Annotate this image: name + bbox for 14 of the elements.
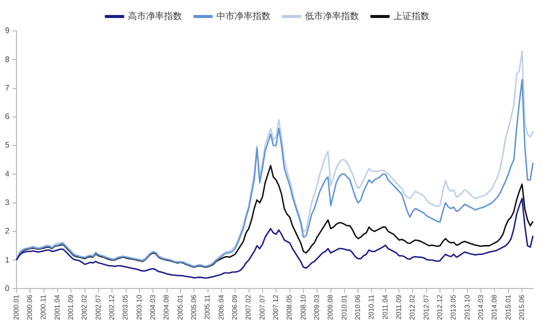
- legend-label: 上证指数: [394, 10, 430, 22]
- legend-label: 低市净率指数: [305, 10, 359, 22]
- y-tick-label: 8: [4, 54, 10, 64]
- y-tick-label: 1: [4, 255, 10, 264]
- y-tick-label: 9: [4, 26, 10, 36]
- legend-label: 中市净率指数: [216, 10, 270, 22]
- y-tick-label: 6: [4, 112, 10, 122]
- y-tick-label: 4: [4, 169, 10, 178]
- y-tick-label: 0: [4, 284, 10, 293]
- legend-label: 高市净率指数: [128, 10, 182, 22]
- y-tick-label: 5: [4, 140, 10, 150]
- y-tick-label: 7: [4, 83, 10, 92]
- y-tick-label: 2: [4, 226, 10, 236]
- y-tick-label: 3: [4, 198, 10, 207]
